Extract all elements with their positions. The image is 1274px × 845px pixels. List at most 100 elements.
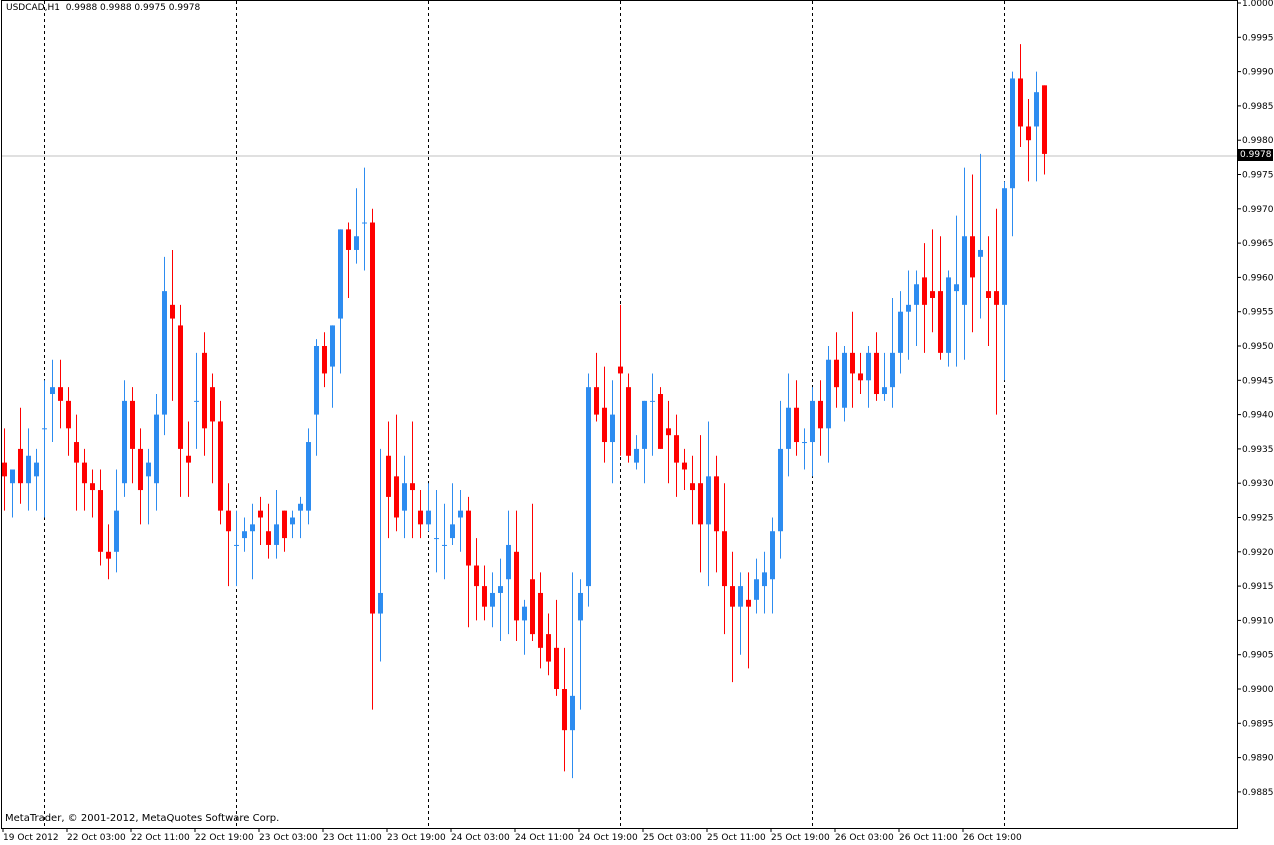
candle bbox=[970, 174, 975, 333]
candle bbox=[234, 510, 239, 587]
candle-body bbox=[682, 462, 687, 470]
candle bbox=[802, 428, 807, 470]
candle-body bbox=[410, 483, 415, 491]
candle bbox=[946, 270, 951, 367]
candle-body bbox=[890, 352, 895, 388]
candle-body bbox=[418, 510, 423, 525]
candle bbox=[578, 579, 583, 710]
candle bbox=[410, 421, 415, 539]
candle bbox=[794, 380, 799, 456]
y-tick-label: 0.9925 bbox=[1242, 514, 1274, 524]
candle-body bbox=[186, 455, 191, 463]
candle bbox=[762, 551, 767, 614]
candle-body bbox=[954, 284, 959, 292]
symbol-label: USDCAD,H1 bbox=[6, 3, 60, 13]
candle bbox=[394, 414, 399, 532]
candle bbox=[842, 346, 847, 422]
y-tick-label: 0.9990 bbox=[1242, 68, 1274, 78]
candle-body bbox=[698, 483, 703, 525]
candle bbox=[138, 428, 143, 525]
candle-body bbox=[122, 400, 127, 484]
y-tick-label: 0.9920 bbox=[1242, 548, 1274, 558]
candle bbox=[58, 359, 63, 429]
candle-body bbox=[882, 387, 887, 395]
candle-body bbox=[530, 579, 535, 635]
candle-body bbox=[314, 346, 319, 415]
candle bbox=[714, 455, 719, 573]
x-tick-label: 25 Oct 03:00 bbox=[643, 833, 702, 843]
price-axis: 1.0000 0.9995 0.9990 0.9985 0.9980 0.9975 0.99… bbox=[1237, 0, 1274, 798]
candle-body bbox=[322, 346, 327, 374]
candle-body bbox=[162, 291, 167, 415]
candle-body bbox=[218, 421, 223, 511]
candle-body bbox=[434, 538, 439, 540]
candle-body bbox=[10, 469, 15, 484]
y-tick-label: 0.9945 bbox=[1242, 376, 1274, 386]
candle bbox=[570, 572, 575, 779]
x-tick-label: 22 Oct 19:00 bbox=[195, 833, 254, 843]
candle bbox=[850, 311, 855, 408]
candle-body bbox=[570, 695, 575, 731]
candle bbox=[754, 558, 759, 614]
candle bbox=[178, 304, 183, 497]
candle bbox=[522, 599, 527, 655]
candle-body bbox=[50, 387, 55, 395]
candle bbox=[458, 490, 463, 552]
candle bbox=[818, 380, 823, 456]
candle-body bbox=[114, 510, 119, 552]
candle-body bbox=[18, 448, 23, 484]
ohlc-label: 0.9988 0.9988 0.9975 0.9978 bbox=[65, 3, 201, 13]
candle bbox=[250, 503, 255, 580]
candle bbox=[362, 167, 367, 271]
candle-body bbox=[706, 476, 711, 525]
candle bbox=[882, 352, 887, 401]
candle bbox=[602, 366, 607, 463]
candle-body bbox=[378, 592, 383, 614]
candle bbox=[90, 469, 95, 518]
candle-body bbox=[730, 586, 735, 607]
candle bbox=[426, 483, 431, 532]
candle bbox=[266, 503, 271, 559]
y-tick-label: 0.9950 bbox=[1242, 342, 1274, 352]
candle bbox=[994, 208, 999, 415]
candle-body bbox=[514, 551, 519, 621]
candle bbox=[434, 490, 439, 573]
candle-body bbox=[58, 387, 63, 401]
candle bbox=[82, 448, 87, 511]
candle bbox=[466, 496, 471, 628]
x-tick-label: 26 Oct 11:00 bbox=[899, 833, 958, 843]
candle-body bbox=[98, 490, 103, 552]
candle-body bbox=[930, 291, 935, 298]
candle bbox=[218, 400, 223, 525]
candle bbox=[786, 373, 791, 477]
candle bbox=[682, 448, 687, 491]
candle bbox=[2, 428, 7, 511]
candle-body bbox=[594, 387, 599, 415]
candle bbox=[618, 304, 623, 456]
candle-body bbox=[2, 462, 7, 477]
candle-body bbox=[538, 592, 543, 648]
x-tick-label: 24 Oct 11:00 bbox=[515, 833, 574, 843]
candle bbox=[386, 421, 391, 539]
candle bbox=[42, 380, 47, 518]
candle-body bbox=[458, 510, 463, 518]
candle-body bbox=[1042, 85, 1047, 154]
candle bbox=[322, 332, 327, 388]
x-tick-label: 22 Oct 11:00 bbox=[131, 833, 190, 843]
candle bbox=[10, 469, 15, 518]
candle-body bbox=[642, 400, 647, 449]
candle bbox=[698, 435, 703, 573]
candle bbox=[346, 222, 351, 298]
candle bbox=[722, 483, 727, 635]
candle-body bbox=[626, 387, 631, 456]
candle bbox=[306, 428, 311, 525]
candle bbox=[554, 599, 559, 696]
x-tick-label: 25 Oct 19:00 bbox=[771, 833, 830, 843]
candle-body bbox=[1010, 78, 1015, 189]
candle-body bbox=[610, 414, 615, 443]
candle-body bbox=[42, 428, 47, 430]
y-tick-label: 0.9895 bbox=[1242, 719, 1274, 729]
candle-body bbox=[834, 359, 839, 388]
y-tick-label: 0.9980 bbox=[1242, 136, 1274, 146]
